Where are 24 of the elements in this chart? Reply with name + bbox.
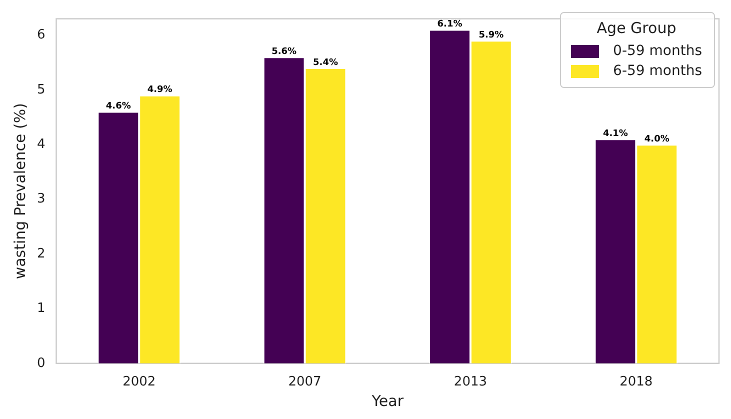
data-label: 4.1% bbox=[602, 128, 628, 139]
data-label: 4.9% bbox=[147, 85, 172, 96]
data-label: 5.9% bbox=[478, 30, 504, 41]
x-axis-title: Year bbox=[370, 392, 404, 410]
legend-label: 0-59 months bbox=[613, 43, 702, 59]
legend-label: 6-59 months bbox=[613, 63, 702, 79]
x-tick-label: 2018 bbox=[620, 374, 653, 390]
x-tick-label: 2007 bbox=[288, 374, 322, 390]
data-label: 6.1% bbox=[437, 20, 462, 30]
data-label: 4.0% bbox=[644, 134, 670, 144]
legend-title: Age Group bbox=[596, 19, 678, 37]
y-tick-label: 0 bbox=[36, 356, 46, 371]
y-tick-label: 6 bbox=[36, 28, 46, 43]
data-label: 5.6% bbox=[272, 46, 297, 57]
data-label: 4.6% bbox=[106, 102, 131, 112]
y-tick-label: 3 bbox=[36, 192, 46, 207]
x-tick-label: 2002 bbox=[122, 374, 156, 390]
x-tick-label: 2013 bbox=[454, 374, 488, 390]
y-tick-label: 4 bbox=[36, 136, 46, 152]
y-tick-label: 2 bbox=[36, 246, 46, 262]
data-label: 5.4% bbox=[313, 58, 338, 68]
y-tick-label: 5 bbox=[36, 82, 46, 98]
y-axis-title: wasting Prevalence (%) bbox=[10, 103, 29, 280]
y-tick-label: 1 bbox=[36, 301, 46, 316]
